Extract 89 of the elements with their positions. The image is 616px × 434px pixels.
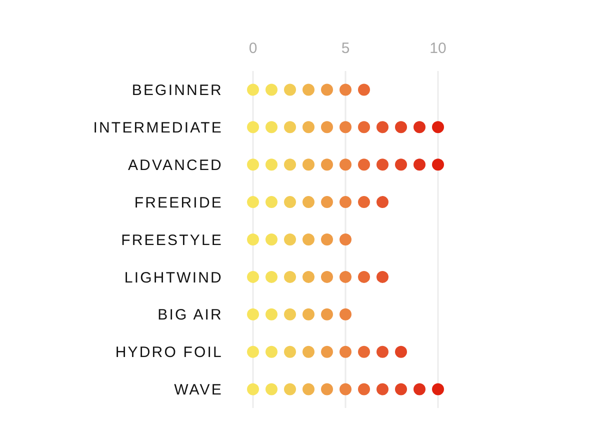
point [302,308,314,320]
point [284,196,296,208]
point [340,383,352,396]
point [302,121,314,134]
point [358,270,370,283]
point [432,383,444,396]
point [247,308,259,320]
point [284,84,296,96]
point [321,234,333,246]
x-tick-label: 10 [430,40,446,57]
point [340,158,352,171]
point [247,196,259,208]
point [358,383,370,396]
point [432,121,444,134]
point [358,84,370,96]
point [302,270,314,283]
y-tick-label: FREESTYLE [121,232,223,249]
point [358,346,370,358]
point [266,308,278,320]
point [395,383,407,396]
point [247,270,259,283]
point [266,121,278,134]
point [395,346,407,358]
point [321,84,333,96]
point [247,84,259,96]
point [395,158,407,171]
point [266,196,278,208]
point [302,84,314,96]
point [284,346,296,358]
point [321,308,333,320]
point [376,346,388,358]
y-tick-label: BIG AIR [158,306,223,324]
point [284,270,296,283]
point [321,346,333,358]
point [266,270,278,283]
point [247,346,259,358]
y-tick-label: BEGINNER [132,82,223,100]
point [247,383,259,396]
point [247,234,259,246]
point [376,196,388,208]
y-tick-label: WAVE [174,382,223,399]
point [358,121,370,134]
x-tick-label: 5 [341,40,350,57]
point [266,84,278,96]
point [321,270,333,283]
point [376,121,388,134]
point [266,158,278,171]
point [302,346,314,358]
point [302,158,314,171]
x-tick-label: 0 [248,40,258,57]
point [432,158,444,171]
point [302,234,314,246]
point [321,121,333,134]
point [302,383,314,396]
point [340,234,352,246]
y-tick-label: FREERIDE [134,194,223,212]
y-tick-label: INTERMEDIATE [93,119,223,136]
point [376,383,388,396]
point [414,383,426,396]
point [414,121,426,134]
point [321,383,333,396]
point [376,158,388,171]
point [266,346,278,358]
point [340,270,352,283]
y-tick-label: HYDRO FOIL [115,344,223,362]
point [358,196,370,208]
point [340,308,352,320]
point [321,158,333,171]
point [414,158,426,171]
point [340,346,352,358]
point [284,308,296,320]
point [284,158,296,171]
point [302,196,314,208]
y-tick-label: LIGHTWIND [124,269,223,286]
point [395,121,407,134]
point [340,121,352,134]
point [247,158,259,171]
point [284,234,296,246]
point [247,121,259,134]
point [284,121,296,134]
point [376,270,388,283]
point [266,234,278,246]
point [266,383,278,396]
point [321,196,333,208]
point [340,84,352,96]
y-tick-label: ADVANCED [128,156,223,174]
point [358,158,370,171]
point [340,196,352,208]
point [284,383,296,396]
